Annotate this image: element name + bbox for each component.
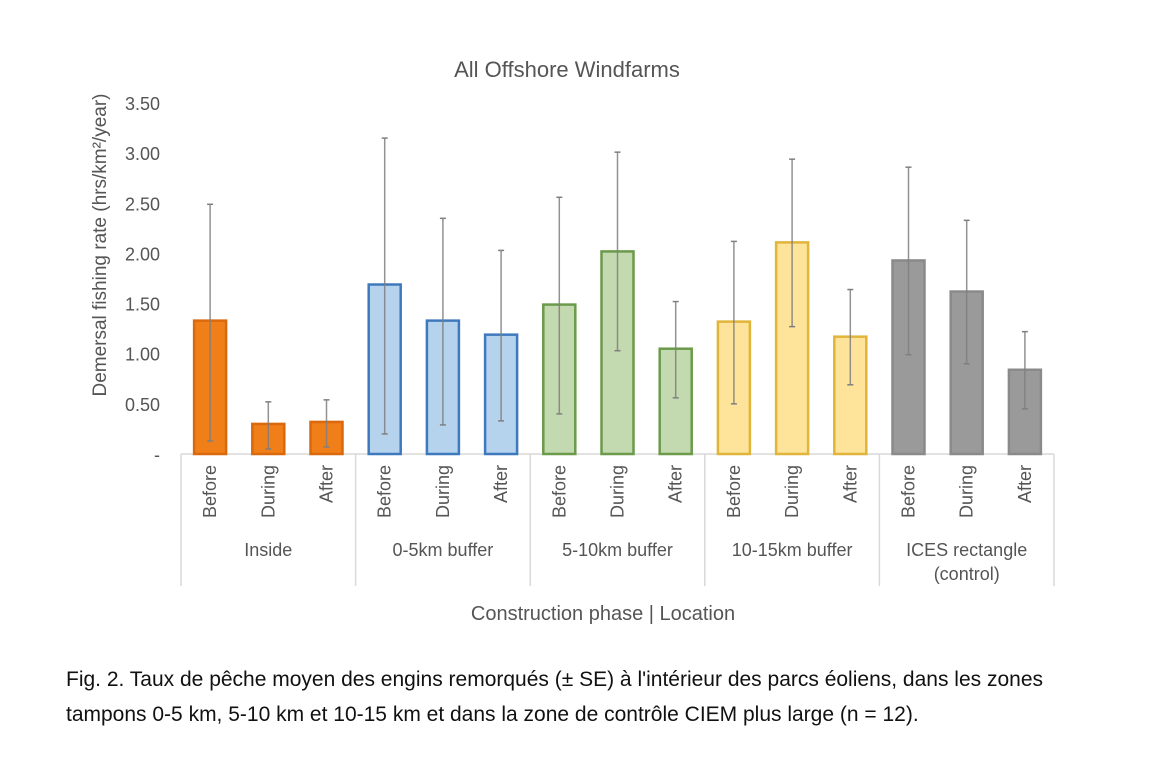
chart-title: All Offshore Windfarms <box>454 57 680 82</box>
y-axis-label: Demersal fishing rate (hrs/km²/year) <box>90 93 111 396</box>
y-tick-label: 2.00 <box>125 244 160 264</box>
y-tick-label: 1.00 <box>125 345 160 365</box>
x-tick-label: During <box>258 465 278 518</box>
group-label: 5-10km buffer <box>562 540 673 560</box>
bar <box>600 250 635 456</box>
x-tick-label: After <box>317 465 337 503</box>
x-tick-label: After <box>1015 465 1035 503</box>
group-label: ICES rectangle <box>906 540 1027 560</box>
x-tick-label: Before <box>375 465 395 518</box>
y-tick-label: 3.50 <box>125 94 160 114</box>
y-tick-label: 2.50 <box>125 194 160 214</box>
x-tick-label: Before <box>899 465 919 518</box>
group-label: 0-5km buffer <box>393 540 494 560</box>
y-tick-label: 1.50 <box>125 295 160 315</box>
x-tick-label: Before <box>200 465 220 518</box>
bar-chart: All Offshore Windfarms Demersal fishing … <box>90 57 1055 625</box>
x-tick-label: During <box>608 465 628 518</box>
figure-caption: Fig. 2. Taux de pêche moyen des engins r… <box>66 668 1044 726</box>
y-tick-label: 3.00 <box>125 144 160 164</box>
x-tick-label: After <box>840 465 860 503</box>
group-label: (control) <box>934 564 1000 584</box>
x-tick-label: After <box>666 465 686 503</box>
x-axis-label: Construction phase | Location <box>471 603 735 625</box>
group-label: Inside <box>244 540 292 560</box>
x-tick-label: During <box>782 465 802 518</box>
x-tick-label: During <box>957 465 977 518</box>
y-tick-label: - <box>154 445 160 465</box>
group-label: 10-15km buffer <box>732 540 853 560</box>
x-tick-label: Before <box>724 465 744 518</box>
x-tick-label: Before <box>549 465 569 518</box>
x-tick-label: During <box>433 465 453 518</box>
x-tick-label: After <box>491 465 511 503</box>
y-tick-label: 0.50 <box>125 395 160 415</box>
